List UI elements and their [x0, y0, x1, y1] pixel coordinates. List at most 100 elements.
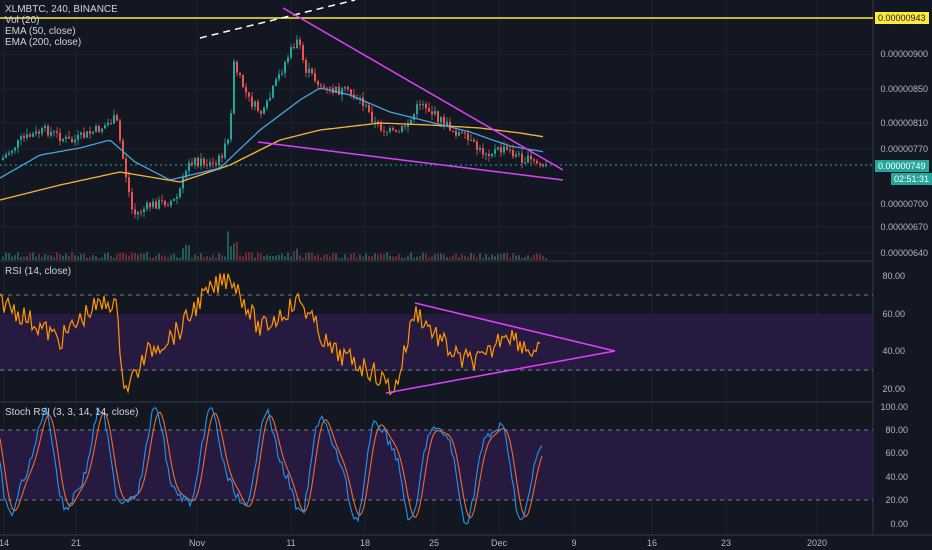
candle-body: [56, 131, 58, 133]
volume-bar: [236, 241, 238, 260]
volume-bar: [332, 252, 334, 260]
volume-bar: [443, 253, 445, 260]
stoch-tick-label: 40.00: [885, 472, 908, 482]
volume-bar: [395, 256, 397, 260]
volume-bar: [497, 254, 499, 260]
time-tick-label: 16: [647, 538, 657, 548]
volume-bar: [449, 256, 451, 260]
volume-bar: [299, 255, 301, 260]
price-tick-label: 0.00000810: [880, 118, 928, 128]
candle-body: [368, 105, 370, 112]
upper-dashed-trendline[interactable]: [199, 0, 356, 39]
rsi-axis[interactable]: 80.00 60.00 40.00 20.00: [882, 271, 905, 394]
volume-bar: [455, 253, 457, 260]
rsi-band: [0, 314, 873, 371]
wedge-upper-trendline[interactable]: [282, 7, 564, 171]
legend-ema50[interactable]: EMA (50, close): [5, 26, 76, 37]
stoch-legend[interactable]: Stoch RSI (3, 3, 14, 14, close): [5, 407, 138, 418]
candle-body: [443, 117, 445, 127]
volume-bar: [530, 257, 532, 260]
rsi-tick-label: 20.00: [882, 384, 905, 394]
time-tick-label: 25: [429, 538, 439, 548]
candle-body: [473, 139, 475, 142]
price-tick-label: 0.00000850: [880, 84, 928, 94]
volume-bar: [116, 254, 118, 260]
price-axis[interactable]: 0.00000900 0.00000850 0.00000810 0.00000770…: [880, 49, 928, 258]
volume-bar: [68, 255, 70, 260]
candle-body: [41, 127, 43, 134]
candle-body: [92, 131, 94, 134]
volume-bar: [176, 257, 178, 260]
candle-body: [80, 132, 82, 135]
volume-bar: [329, 256, 331, 260]
price-tick-label: 0.00000640: [880, 248, 928, 258]
volume-bar: [380, 253, 382, 260]
volume-bar: [50, 255, 52, 260]
candle-body: [248, 92, 250, 97]
symbol-title[interactable]: XLMBTC, 240, BINANCE: [5, 4, 118, 15]
volume-bar: [137, 254, 139, 260]
volume-bar: [281, 253, 283, 260]
candle-body: [11, 150, 13, 153]
volume-bar: [485, 254, 487, 260]
volume-bar: [32, 252, 34, 260]
volume-bar: [545, 257, 547, 260]
volume-bar: [41, 257, 43, 260]
candle-body: [209, 162, 211, 166]
volume-bar: [179, 257, 181, 260]
candle-body: [362, 97, 364, 107]
rsi-legend[interactable]: RSI (14, close): [5, 266, 71, 277]
candle-body: [2, 157, 4, 160]
candle-body: [344, 87, 346, 89]
rsi-triangle-lower[interactable]: [385, 350, 616, 394]
candle-body: [65, 136, 67, 139]
resistance-price-tag: 0.00000943: [875, 12, 929, 24]
volume-bar: [92, 255, 94, 260]
candle-body: [152, 201, 154, 208]
rsi-triangle-upper[interactable]: [414, 302, 616, 352]
candle-body: [419, 104, 421, 106]
volume-bar: [542, 255, 544, 260]
volume-bar: [8, 253, 10, 260]
candle-body: [404, 125, 406, 127]
volume-bar: [488, 256, 490, 260]
price-tick-label: 0.00000700: [880, 199, 928, 209]
volume-bar: [110, 255, 112, 260]
volume-bar: [29, 253, 31, 260]
candle-body: [158, 200, 160, 209]
candle-body: [428, 108, 430, 112]
volume-bar: [131, 252, 133, 260]
candle-body: [305, 59, 307, 73]
candle-body: [542, 164, 544, 167]
stoch-axis[interactable]: 100.00 80.00 60.00 40.00 20.00 0.00: [880, 402, 908, 529]
legend-volume[interactable]: Vol (20): [5, 15, 40, 26]
candle-body: [29, 134, 31, 137]
volume-bar: [233, 243, 235, 260]
candle-body: [38, 131, 40, 134]
wedge-lower-trendline[interactable]: [257, 141, 564, 181]
volume-bar: [326, 254, 328, 260]
volume-bar: [206, 255, 208, 260]
volume-bar: [20, 256, 22, 260]
volume-bar: [257, 252, 259, 260]
volume-bar: [272, 256, 274, 260]
stoch-k-line: [0, 406, 543, 525]
legend-ema200[interactable]: EMA (200, close): [5, 37, 82, 48]
stoch-d-line: [0, 411, 543, 519]
volume-bar: [293, 251, 295, 260]
candle-body: [20, 136, 22, 140]
candle-body: [491, 153, 493, 157]
candle-body: [440, 117, 442, 123]
time-axis[interactable]: 14 21 Nov 11 18 25 Dec 9 16 23 2020: [0, 538, 827, 548]
volume-bar: [410, 252, 412, 260]
volume-bar: [44, 254, 46, 260]
candle-body: [326, 87, 328, 89]
volume-bar: [419, 255, 421, 260]
candle-body: [113, 115, 115, 124]
candle-body: [515, 154, 517, 157]
volume-bar: [416, 256, 418, 260]
volume-bar: [149, 256, 151, 260]
stoch-tick-label: 100.00: [880, 402, 908, 412]
stoch-tick-label: 0.00: [890, 519, 908, 529]
